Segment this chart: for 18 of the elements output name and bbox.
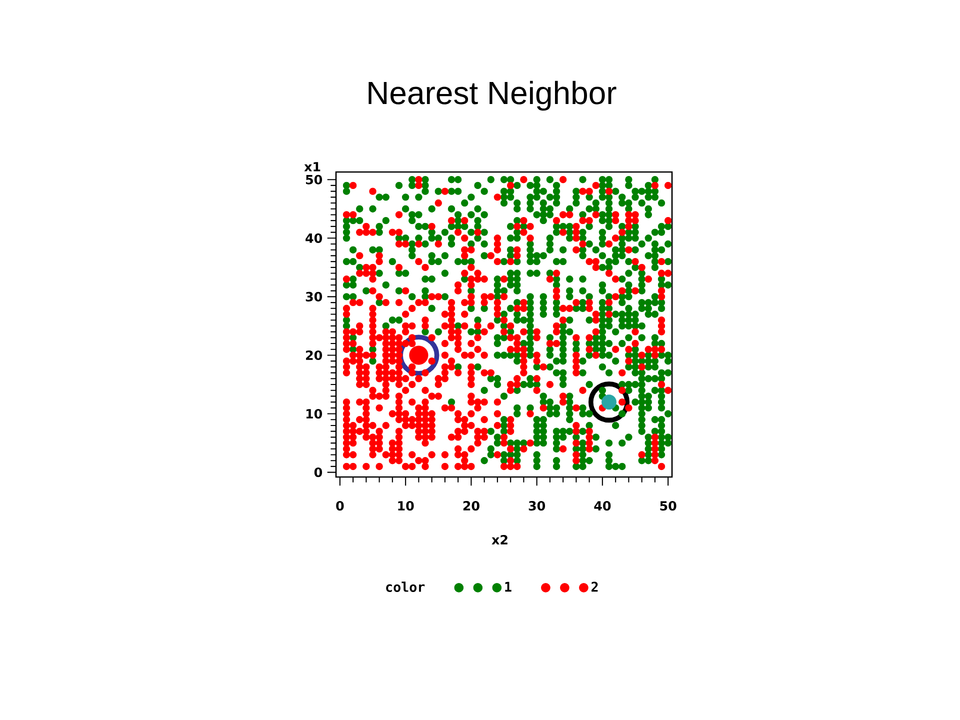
legend-label: 2	[592, 582, 598, 592]
y-tick-label: 30	[306, 292, 322, 302]
y-tick-label: 10	[306, 408, 322, 419]
y-tick-label: 0	[314, 468, 322, 478]
x-tick-label: 50	[660, 501, 676, 511]
x-tick-label: 10	[398, 501, 414, 511]
y-tick-label: 20	[306, 350, 322, 360]
legend-title: color	[386, 582, 425, 592]
y-tick-label: 40	[306, 233, 322, 243]
x-tick-label: 30	[528, 501, 546, 511]
legend-label: 1	[505, 582, 512, 592]
chart-title: Nearest Neighbor	[368, 80, 616, 111]
y-tick-label: 50	[306, 174, 322, 184]
x-tick-label: 40	[594, 501, 611, 511]
y-axis-title: x1	[304, 162, 320, 172]
x-axis-title: x2	[492, 534, 508, 544]
x-tick-label: 0	[336, 501, 344, 511]
x-tick-label: 20	[463, 501, 480, 511]
